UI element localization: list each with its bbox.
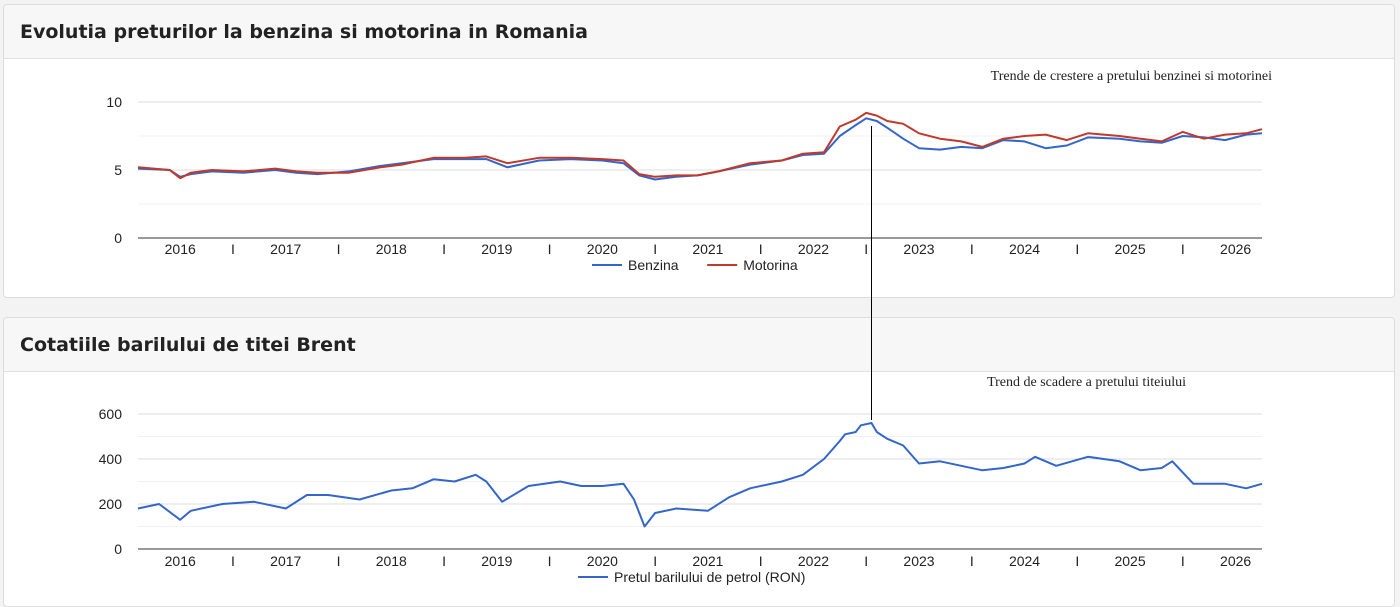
x-tick-label: 2026 <box>1220 553 1251 569</box>
x-minor-tick-label: I <box>548 241 552 257</box>
legend-label: Pretul barilului de petrol (RON) <box>614 569 805 585</box>
x-tick-label: 2017 <box>270 241 301 257</box>
x-tick-label: 2018 <box>376 241 407 257</box>
brent-price-card-header: Cotatiile barilului de titei Brent <box>4 318 1394 372</box>
x-minor-tick-label: I <box>1181 553 1185 569</box>
chart-annotation: Trend de scadere a pretului titeiului <box>987 375 1186 390</box>
legend-label: Motorina <box>743 257 798 273</box>
x-minor-tick-label: I <box>1075 553 1079 569</box>
x-minor-tick-label: I <box>337 241 341 257</box>
y-tick-label: 0 <box>114 541 122 557</box>
y-tick-label: 400 <box>99 451 123 467</box>
y-tick-label: 5 <box>114 162 122 178</box>
x-minor-tick-label: I <box>337 553 341 569</box>
x-tick-label: 2022 <box>798 553 829 569</box>
x-tick-label: 2020 <box>587 553 618 569</box>
x-minor-tick-label: I <box>1181 241 1185 257</box>
fuel-price-card-header: Evolutia preturilor la benzina si motori… <box>4 5 1394 59</box>
series-line-motorina <box>137 111 1263 180</box>
x-minor-tick-label: I <box>231 241 235 257</box>
brent-price-card: Cotatiile barilului de titei Brent <box>3 317 1395 607</box>
x-minor-tick-label: I <box>864 553 868 569</box>
y-tick-label: 0 <box>114 230 122 246</box>
x-tick-label: 2024 <box>1009 553 1040 569</box>
x-minor-tick-label: I <box>970 241 974 257</box>
x-minor-tick-label: I <box>864 241 868 257</box>
x-tick-label: 2016 <box>165 241 196 257</box>
fuel-price-card: Evolutia preturilor la benzina si motori… <box>3 4 1395 298</box>
fuel-price-chart: 0 5 10 2016 2017 2018 2019 2020 2021 2022 2023 2024… <box>106 69 1272 273</box>
x-tick-label: 2020 <box>587 241 618 257</box>
x-tick-label: 2018 <box>376 553 407 569</box>
brent-price-chart: 0 200 400 600 2016 2017 2018 2019 2020 2021 2022 20… <box>99 375 1263 585</box>
x-minor-tick-label: I <box>442 241 446 257</box>
x-minor-tick-label: I <box>653 553 657 569</box>
legend-label: Benzina <box>628 257 679 273</box>
y-tick-label: 600 <box>99 406 123 422</box>
x-minor-tick-label: I <box>759 553 763 569</box>
fuel-price-chart-title: Evolutia preturilor la benzina si motori… <box>20 20 588 43</box>
x-tick-label: 2017 <box>270 553 301 569</box>
x-tick-label: 2025 <box>1114 553 1145 569</box>
x-tick-label: 2023 <box>903 553 934 569</box>
x-minor-tick-label: I <box>653 241 657 257</box>
x-minor-tick-label: I <box>759 241 763 257</box>
series-line-pretul-barilului-de-petrol-ron- <box>137 422 1263 528</box>
x-tick-label: 2019 <box>481 241 512 257</box>
chart-annotation: Trende de crestere a pretului benzinei s… <box>991 69 1272 84</box>
y-tick-label: 10 <box>106 94 122 110</box>
x-minor-tick-label: I <box>231 553 235 569</box>
x-tick-label: 2024 <box>1009 241 1040 257</box>
x-tick-label: 2021 <box>692 241 723 257</box>
x-tick-label: 2026 <box>1220 241 1251 257</box>
x-tick-label: 2016 <box>165 553 196 569</box>
x-minor-tick-label: I <box>548 553 552 569</box>
x-tick-label: 2021 <box>692 553 723 569</box>
x-minor-tick-label: I <box>442 553 446 569</box>
y-tick-label: 200 <box>99 496 123 512</box>
x-tick-label: 2019 <box>481 553 512 569</box>
brent-price-chart-title: Cotatiile barilului de titei Brent <box>20 333 356 356</box>
x-tick-label: 2023 <box>903 241 934 257</box>
x-minor-tick-label: I <box>1075 241 1079 257</box>
x-minor-tick-label: I <box>970 553 974 569</box>
x-tick-label: 2022 <box>798 241 829 257</box>
x-tick-label: 2025 <box>1114 241 1145 257</box>
